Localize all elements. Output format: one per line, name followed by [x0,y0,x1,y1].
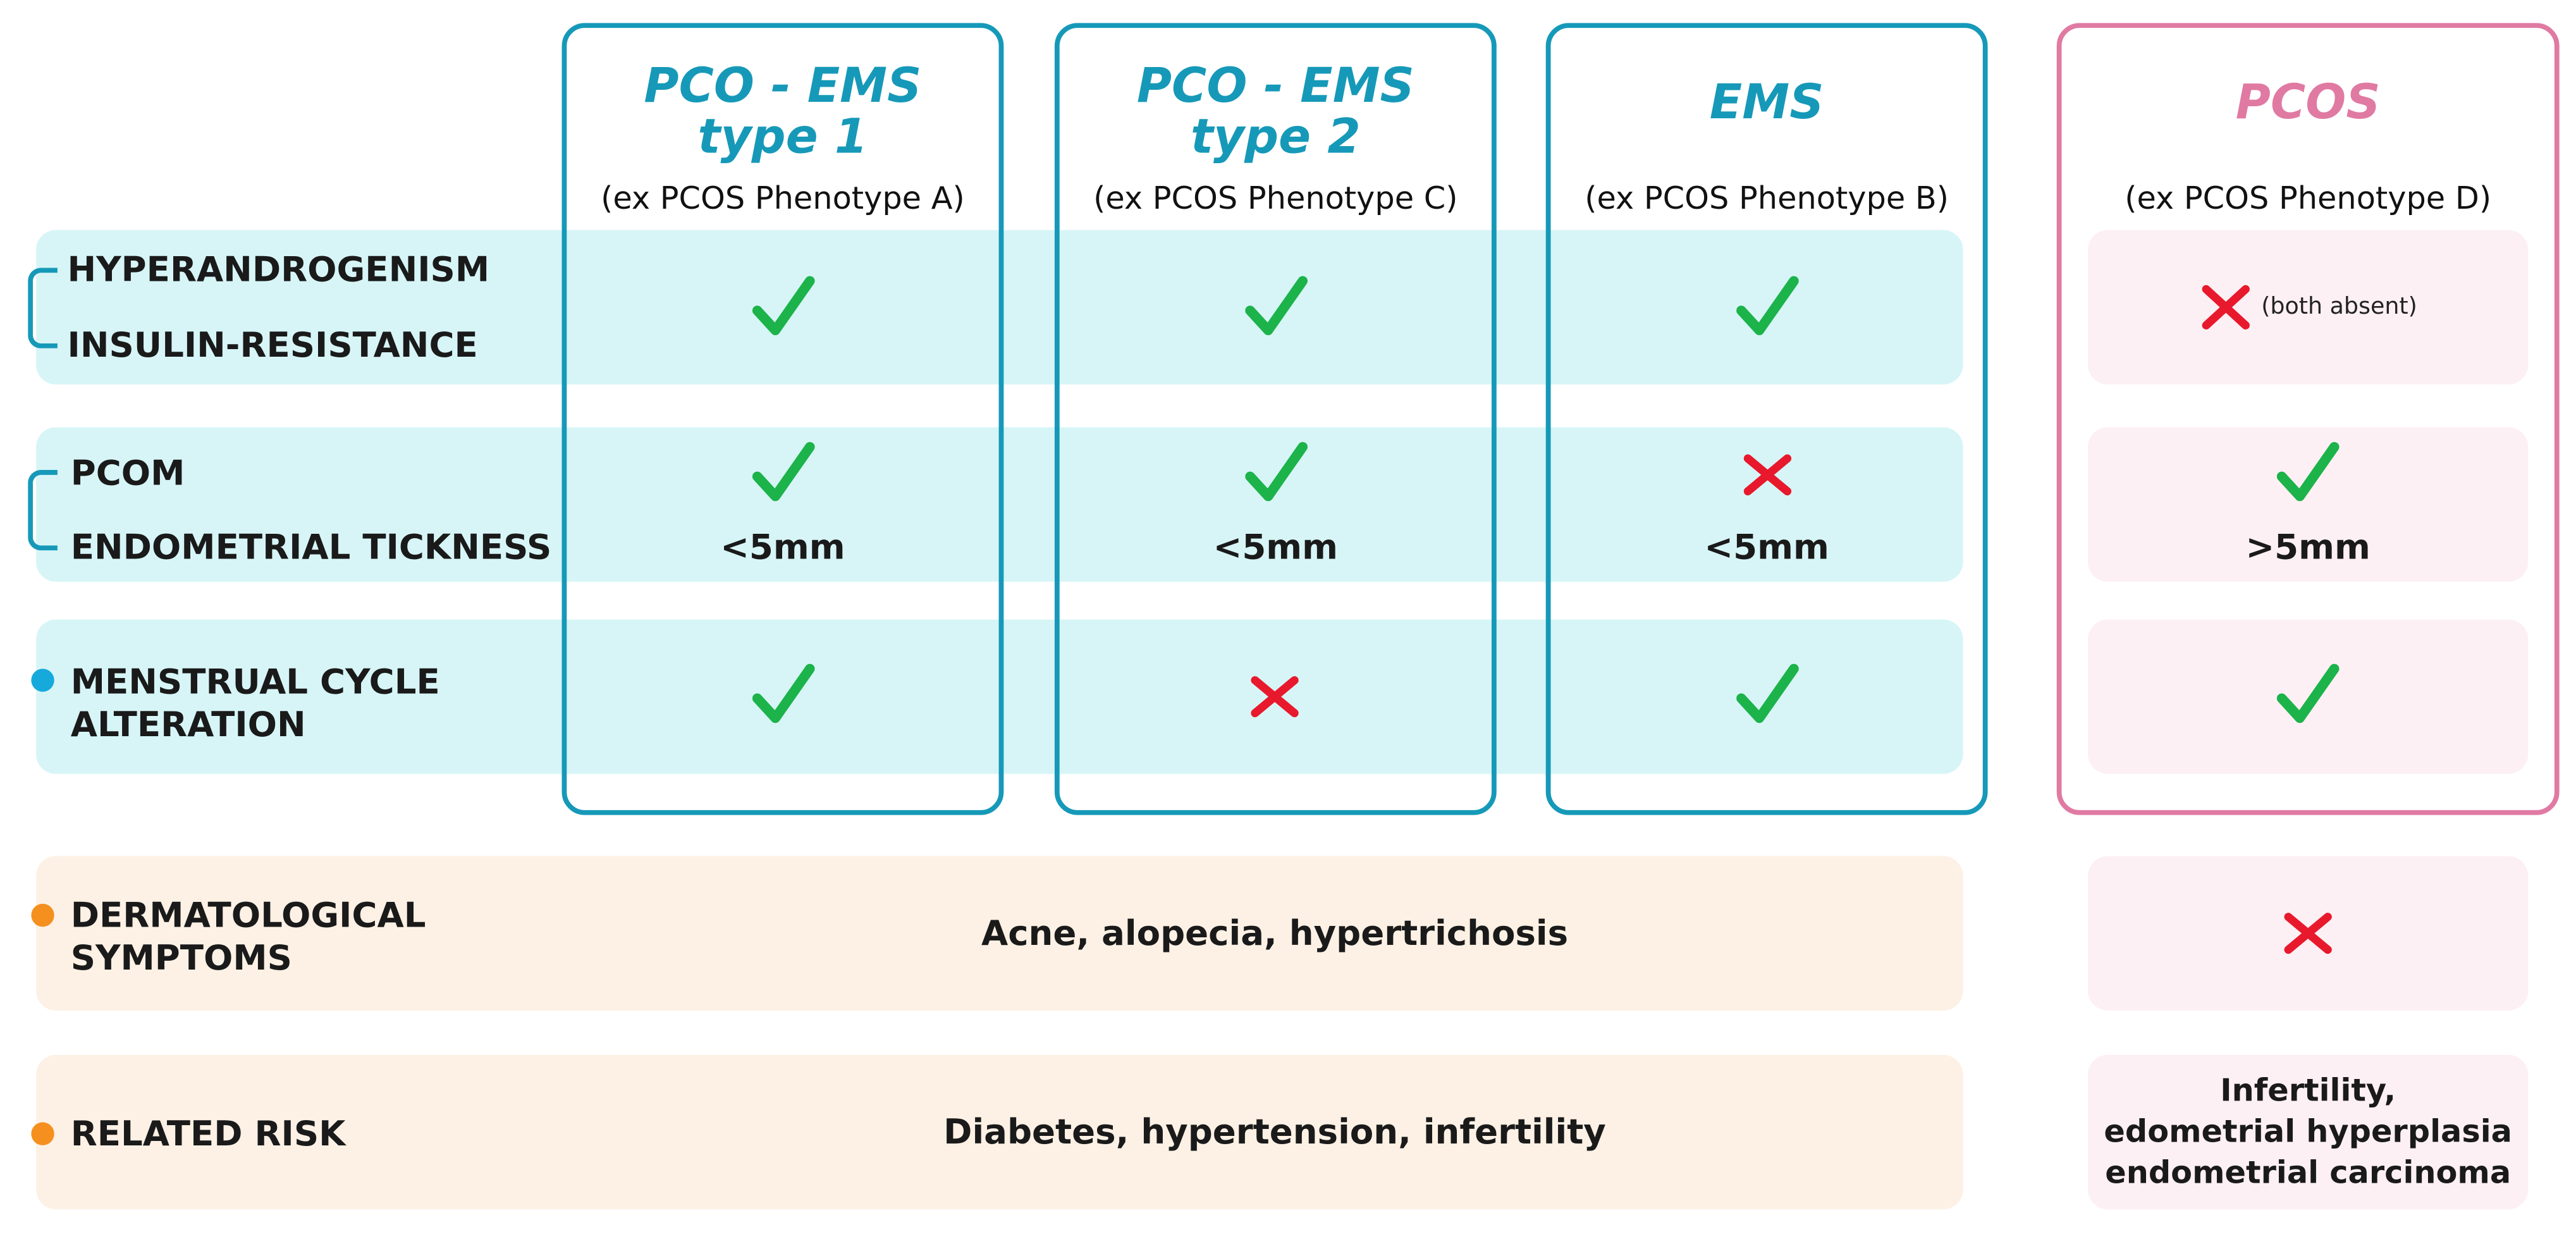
check-icon [2276,663,2340,724]
risk-pcos-value: Infertility, edometrial hyperplasia endo… [2088,1055,2528,1209]
check-icon [752,663,815,724]
column-title-ems: EMS [1709,73,1824,130]
cross-icon [2201,285,2249,330]
column-subtitle-pco-ems-type2: (ex PCOS Phenotype C) [1093,180,1458,217]
check-icon [1245,441,1308,502]
row-label-related-risk: RELATED RISK [70,1114,346,1154]
check-icon [752,441,815,502]
column-title-pcos: PCOS [2235,73,2381,130]
both-absent-note: (both absent) [2261,293,2417,320]
bracket-pcom-endometrial [28,470,58,551]
column-title-pco-ems-type2: PCO - EMS type 2 [1055,57,1497,164]
row-label-pcom: PCOM [70,453,185,493]
endometrial-value-type2: <5mm [1213,526,1339,567]
column-box-pcos [2056,23,2560,815]
pcos-cell-androgen [2088,230,2529,385]
pcos-androgen-value: (both absent) [2088,230,2528,385]
band-dermatological [36,856,1963,1011]
pcos-cell-pcom [2088,427,2529,582]
check-icon [1736,663,1799,724]
title-line: type 1 [697,108,868,164]
column-box-pco-ems-type2 [1054,23,1497,815]
check-icon [2276,441,2340,502]
row-label-insulin-resistance: INSULIN-RESISTANCE [67,325,478,365]
endometrial-value-ems: <5mm [1704,526,1829,567]
row-label-menstrual-cycle: MENSTRUAL CYCLE ALTERATION [71,660,440,746]
cross-icon [1743,454,1792,496]
orange-dot [31,903,54,927]
band-related-risk [36,1054,1963,1210]
cross-icon [2284,913,2332,954]
pcos-cell-menstrual [2088,619,2529,774]
row-label-endometrial-tickness: ENDOMETRIAL TICKNESS [70,527,552,567]
column-box-ems [1545,23,1988,815]
check-icon [1245,276,1308,335]
cross-icon [1251,676,1299,718]
label-line: ALTERATION [70,705,306,744]
orange-dot [31,1122,54,1145]
pcos-cell-risk [2088,1054,2529,1210]
label-line: DERMATOLOGICAL [70,895,426,935]
endometrial-value-type1: <5mm [720,526,845,567]
risk-shared-value: Diabetes, hypertension, infertility [943,1111,1606,1151]
blue-dot [31,669,54,692]
row-label-hyperandrogenism: HYPERANDROGENISM [67,249,490,290]
column-subtitle-ems: (ex PCOS Phenotype B) [1585,180,1949,217]
title-line: type 2 [1190,108,1361,164]
column-subtitle-pcos: (ex PCOS Phenotype D) [2125,180,2492,217]
column-box-pco-ems-type1 [561,23,1004,815]
dermatological-shared-value: Acne, alopecia, hypertrichosis [981,913,1569,952]
risk-line: Infertility, [2220,1072,2396,1109]
title-line: PCO - EMS [1136,57,1414,114]
column-title-pco-ems-type1: PCO - EMS type 1 [562,57,1004,164]
column-subtitle-pco-ems-type1: (ex PCOS Phenotype A) [601,180,965,217]
row-label-dermatological: DERMATOLOGICAL SYMPTOMS [71,894,426,979]
bracket-androgen-insulin [28,268,58,348]
risk-line: edometrial hyperplasia [2104,1113,2512,1150]
label-line: SYMPTOMS [70,938,292,978]
endometrial-value-pcos: >5mm [2245,526,2371,567]
title-line: PCO - EMS [644,57,922,114]
label-line: MENSTRUAL CYCLE [70,662,440,702]
check-icon [1736,276,1799,335]
check-icon [752,276,815,335]
risk-line: endometrial carcinoma [2105,1154,2512,1191]
